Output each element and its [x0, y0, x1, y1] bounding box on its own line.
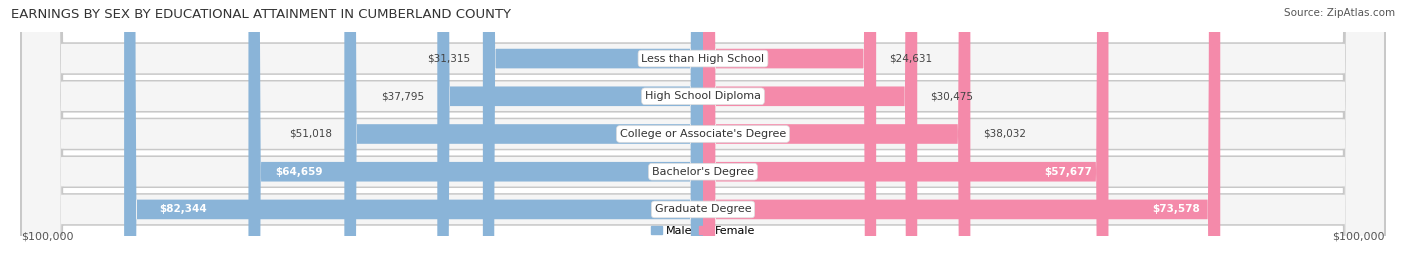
- FancyBboxPatch shape: [703, 0, 917, 268]
- FancyBboxPatch shape: [21, 0, 1385, 268]
- FancyBboxPatch shape: [482, 0, 703, 268]
- Text: $31,315: $31,315: [427, 54, 470, 64]
- FancyBboxPatch shape: [437, 0, 703, 268]
- FancyBboxPatch shape: [22, 0, 1384, 268]
- FancyBboxPatch shape: [22, 0, 1384, 268]
- FancyBboxPatch shape: [21, 0, 1385, 268]
- FancyBboxPatch shape: [22, 0, 1384, 268]
- FancyBboxPatch shape: [21, 0, 1385, 268]
- FancyBboxPatch shape: [22, 0, 1384, 268]
- Legend: Male, Female: Male, Female: [647, 222, 759, 240]
- Text: EARNINGS BY SEX BY EDUCATIONAL ATTAINMENT IN CUMBERLAND COUNTY: EARNINGS BY SEX BY EDUCATIONAL ATTAINMEN…: [11, 8, 512, 21]
- FancyBboxPatch shape: [21, 0, 1385, 268]
- FancyBboxPatch shape: [344, 0, 703, 268]
- FancyBboxPatch shape: [22, 0, 1384, 268]
- FancyBboxPatch shape: [249, 0, 703, 268]
- Text: $57,677: $57,677: [1045, 167, 1092, 177]
- FancyBboxPatch shape: [703, 0, 1220, 268]
- Text: High School Diploma: High School Diploma: [645, 91, 761, 101]
- FancyBboxPatch shape: [124, 0, 703, 268]
- Text: Less than High School: Less than High School: [641, 54, 765, 64]
- Text: $37,795: $37,795: [381, 91, 425, 101]
- Text: $38,032: $38,032: [983, 129, 1026, 139]
- Text: Graduate Degree: Graduate Degree: [655, 204, 751, 214]
- Text: $30,475: $30,475: [929, 91, 973, 101]
- FancyBboxPatch shape: [703, 0, 1108, 268]
- Text: Source: ZipAtlas.com: Source: ZipAtlas.com: [1284, 8, 1395, 18]
- Text: College or Associate's Degree: College or Associate's Degree: [620, 129, 786, 139]
- FancyBboxPatch shape: [703, 0, 970, 268]
- Text: Bachelor's Degree: Bachelor's Degree: [652, 167, 754, 177]
- Text: $51,018: $51,018: [288, 129, 332, 139]
- FancyBboxPatch shape: [21, 0, 1385, 268]
- Text: $100,000: $100,000: [1333, 231, 1385, 241]
- FancyBboxPatch shape: [703, 0, 876, 268]
- Text: $24,631: $24,631: [889, 54, 932, 64]
- Text: $64,659: $64,659: [276, 167, 323, 177]
- Text: $82,344: $82,344: [159, 204, 207, 214]
- Text: $100,000: $100,000: [21, 231, 73, 241]
- Text: $73,578: $73,578: [1152, 204, 1199, 214]
